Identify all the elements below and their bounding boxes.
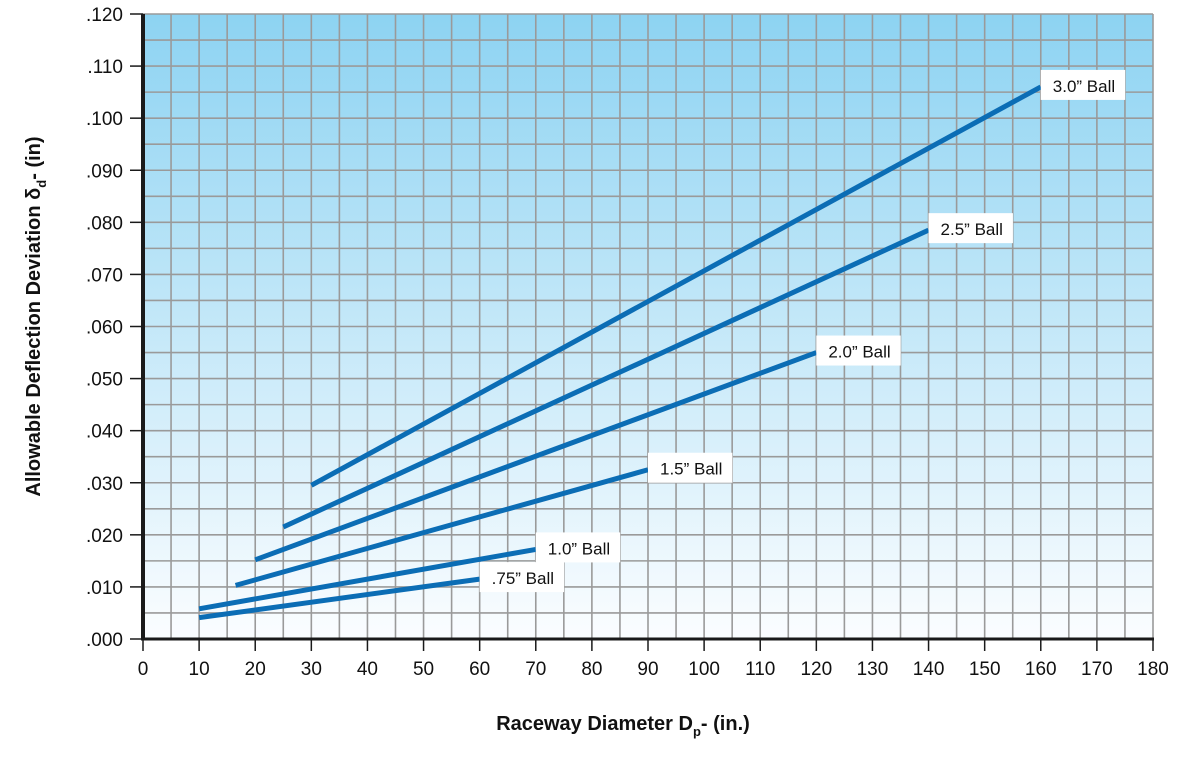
series-lines [198,84,1042,621]
y-axis-title-subscript: d [34,180,49,188]
x-tick-label: 160 [1025,659,1057,680]
series-label: 2.5” Ball [928,213,1013,244]
grid [143,13,1154,639]
y-tick-label: .110 [87,57,123,78]
x-tick-label: 0 [138,659,149,680]
y-tick-label: .010 [86,578,123,599]
series-line [310,84,1042,488]
y-tick-label: .090 [86,161,123,182]
y-tick-label: .080 [86,213,123,234]
y-tick-label: .050 [86,370,123,391]
series-label: 1.0” Ball [535,532,621,563]
x-tick-label: 60 [469,659,490,680]
series-label-text: 3.0” Ball [1053,77,1115,96]
x-tick-label: 170 [1081,659,1113,680]
series-label-box [479,562,565,593]
x-axis-title-suffix: - (in.) [701,713,750,735]
x-tick-label: 30 [301,659,322,680]
series-line [198,576,481,621]
series-labels: 3.0” Ball 2.5” Ball 2.0” Ball 1.5” Ball 1.0”… [479,69,1126,593]
series-line [198,546,537,612]
x-tick-label: 80 [581,659,602,680]
x-axis-title-subscript: p [693,724,701,739]
y-tick-label: .040 [86,422,123,443]
y-axis-title: Allowable Deflection Deviation δd- (in) [23,136,49,496]
y-tick-label: .070 [86,265,123,286]
x-tick-label: 120 [800,659,832,680]
series-label: 3.0” Ball [1040,69,1126,100]
y-tick-label: .000 [86,630,123,651]
series-label: .75” Ball [479,562,565,593]
series-label-text: .75” Ball [492,569,554,588]
y-tick-label: .030 [86,474,123,495]
x-tick-label: 130 [857,659,889,680]
x-tick-label: 10 [189,659,210,680]
x-tick-label: 90 [637,659,658,680]
y-tick-label: .100 [86,109,123,130]
series-label-box [648,452,733,483]
series-label-box [816,335,901,366]
series-label: 1.5” Ball [648,452,733,483]
series-label-box [1040,69,1126,100]
x-tick-label: 140 [913,659,945,680]
x-tick-label: 100 [688,659,720,680]
series-label-box [535,532,621,563]
series-label-text: 2.0” Ball [828,343,890,362]
series-label-text: 1.5” Ball [660,460,722,479]
series-label-box [928,213,1013,244]
x-tick-label: 70 [525,659,546,680]
y-axis-title-suffix: - (in) [23,136,45,179]
series-label-text: 2.5” Ball [941,220,1003,239]
x-axis-title-main: Raceway Diameter D [496,713,693,735]
series-line [282,227,930,530]
y-axis-title-main: Allowable Deflection Deviation δ [23,188,45,497]
x-axis-title: Raceway Diameter Dp- (in.) [496,713,750,739]
x-tick-label: 50 [413,659,434,680]
series-line [254,350,818,563]
y-tick-label: .060 [86,318,123,339]
x-tick-label: 20 [245,659,266,680]
x-tick-label: 110 [745,659,775,680]
x-tick-label: 150 [969,659,1001,680]
x-tick-label: 40 [357,659,378,680]
y-tick-label: .120 [86,5,123,26]
series-label: 2.0” Ball [816,335,901,366]
axes: 0 10 20 30 40 50 60 70 80 90 100 110 120 130 140 150 160… [86,5,1169,680]
series-line [234,467,649,588]
series-label-text: 1.0” Ball [548,539,610,558]
x-tick-label: 180 [1137,659,1169,680]
y-tick-label: .020 [86,526,123,547]
